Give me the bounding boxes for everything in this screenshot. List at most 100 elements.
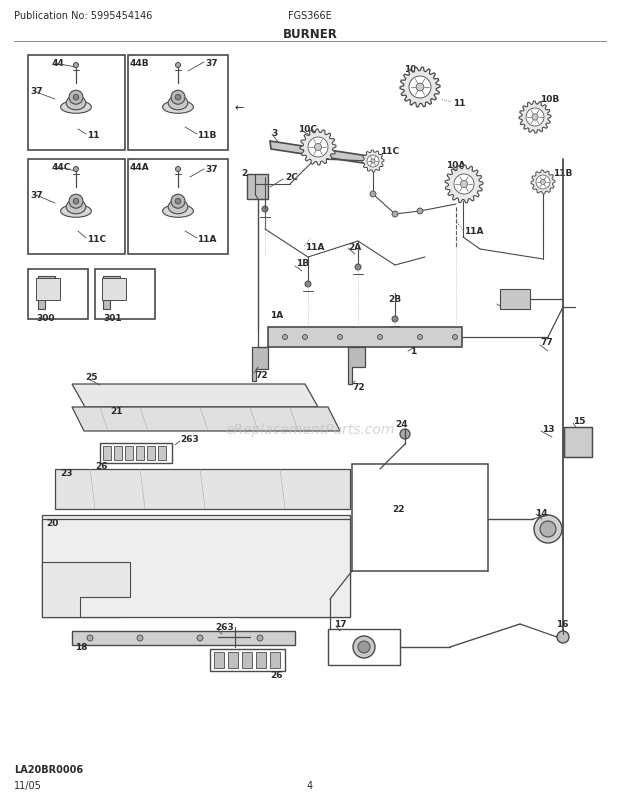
Text: 3: 3 (271, 128, 277, 137)
Ellipse shape (66, 97, 86, 111)
Circle shape (557, 631, 569, 643)
Ellipse shape (168, 97, 188, 111)
Circle shape (175, 95, 181, 101)
Text: 11: 11 (87, 132, 99, 140)
Text: 21: 21 (110, 407, 123, 416)
Text: BURNER: BURNER (283, 27, 337, 40)
Bar (256, 652, 266, 668)
Text: 72: 72 (352, 383, 365, 392)
Bar (158, 447, 166, 460)
Polygon shape (409, 77, 431, 99)
Polygon shape (252, 347, 268, 382)
Bar (103, 447, 111, 460)
Text: FGS366E: FGS366E (288, 11, 332, 21)
Text: 11B: 11B (197, 132, 216, 140)
Text: 4: 4 (307, 780, 313, 790)
Text: 10: 10 (404, 64, 417, 74)
Polygon shape (519, 102, 551, 134)
Bar (36, 278, 60, 301)
Polygon shape (42, 520, 350, 618)
Bar (228, 652, 238, 668)
Circle shape (262, 207, 268, 213)
Polygon shape (500, 290, 530, 310)
Text: 14: 14 (535, 508, 547, 516)
Text: 44B: 44B (130, 59, 149, 67)
Circle shape (171, 91, 185, 105)
Circle shape (453, 335, 458, 340)
Bar (125, 447, 133, 460)
Circle shape (541, 180, 546, 185)
Text: 11: 11 (453, 99, 466, 107)
Text: 37: 37 (30, 190, 43, 199)
Circle shape (355, 265, 361, 270)
Circle shape (257, 635, 263, 642)
Bar (114, 447, 122, 460)
Bar (100, 444, 172, 464)
Circle shape (417, 335, 422, 340)
Circle shape (392, 212, 398, 217)
Text: 37: 37 (205, 165, 218, 174)
Ellipse shape (162, 102, 193, 114)
Polygon shape (531, 171, 555, 195)
Polygon shape (42, 516, 350, 618)
Text: ←: ← (235, 103, 244, 113)
Circle shape (417, 209, 423, 215)
Bar (102, 278, 126, 301)
Text: 11B: 11B (553, 169, 572, 178)
Polygon shape (72, 631, 295, 645)
Polygon shape (300, 130, 336, 166)
Bar (147, 447, 155, 460)
Text: 72: 72 (255, 371, 268, 380)
Bar (270, 652, 280, 668)
Polygon shape (38, 277, 55, 310)
Circle shape (392, 317, 398, 322)
Ellipse shape (66, 200, 86, 214)
Circle shape (378, 335, 383, 340)
Polygon shape (42, 562, 130, 618)
Text: 44A: 44A (130, 162, 150, 172)
Circle shape (305, 282, 311, 288)
Bar (136, 447, 144, 460)
Circle shape (175, 168, 180, 172)
Circle shape (87, 635, 93, 642)
Bar (95, 269, 155, 320)
Text: LA20BR0006: LA20BR0006 (14, 764, 83, 774)
Text: 300: 300 (36, 314, 55, 323)
Text: 18: 18 (75, 642, 87, 652)
Text: 11/05: 11/05 (14, 780, 42, 790)
Text: 2C: 2C (285, 173, 298, 182)
Text: 26: 26 (95, 462, 107, 471)
Text: 1: 1 (410, 347, 416, 356)
Text: 44C: 44C (52, 162, 71, 172)
Circle shape (74, 63, 79, 68)
Circle shape (461, 181, 467, 188)
Bar (242, 652, 252, 668)
Bar (128, 56, 228, 151)
Text: 263: 263 (215, 622, 234, 632)
Text: 11A: 11A (197, 235, 216, 244)
Polygon shape (445, 166, 483, 204)
Polygon shape (72, 407, 340, 431)
Circle shape (303, 335, 308, 340)
Circle shape (400, 429, 410, 439)
Circle shape (353, 636, 375, 658)
Text: 2A: 2A (348, 242, 361, 251)
Text: 11A: 11A (464, 227, 484, 237)
Bar (28, 269, 88, 320)
Ellipse shape (168, 200, 188, 214)
Text: 10C: 10C (298, 125, 317, 134)
Text: 301: 301 (103, 314, 122, 323)
Text: 10A: 10A (446, 160, 466, 169)
Text: 37: 37 (205, 59, 218, 67)
Polygon shape (268, 327, 462, 347)
Bar (214, 652, 224, 668)
Bar (128, 160, 228, 255)
Text: 17: 17 (334, 620, 347, 629)
Text: 13: 13 (542, 425, 554, 434)
Polygon shape (454, 175, 474, 195)
Polygon shape (348, 347, 365, 384)
Text: 44: 44 (52, 59, 64, 68)
Text: 20: 20 (46, 519, 58, 528)
Text: 37: 37 (30, 87, 43, 96)
Ellipse shape (61, 205, 91, 218)
